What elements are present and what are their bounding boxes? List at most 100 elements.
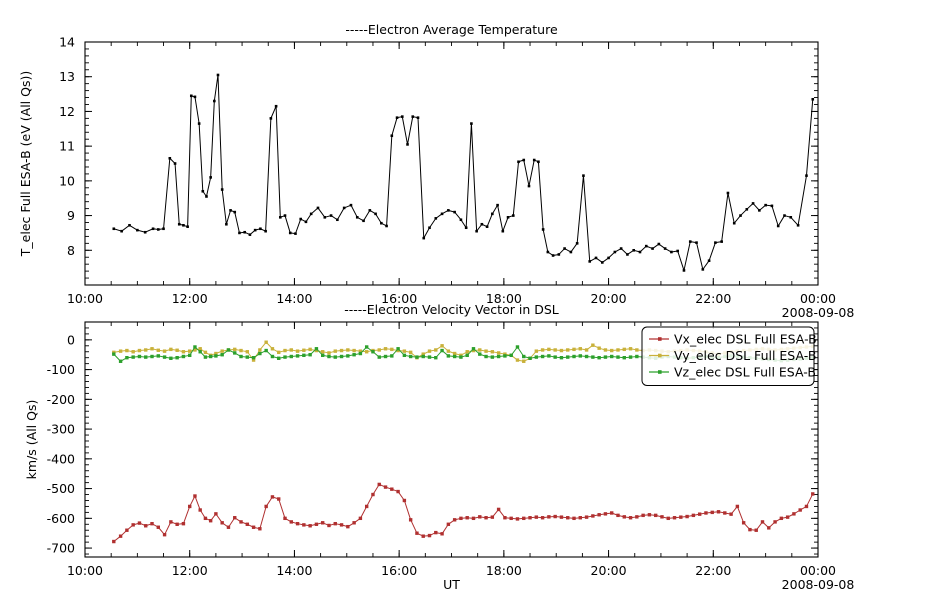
data-point-marker bbox=[277, 350, 281, 355]
data-point-marker bbox=[459, 516, 463, 521]
data-point-marker bbox=[789, 216, 793, 219]
data-point-marker bbox=[396, 489, 400, 494]
data-point-marker bbox=[118, 534, 123, 538]
data-point-marker bbox=[798, 508, 802, 512]
data-point-marker bbox=[635, 515, 639, 519]
data-point-marker bbox=[144, 524, 148, 528]
x-tick-label-velocity: 12:00 bbox=[172, 563, 208, 578]
data-point-marker bbox=[137, 348, 142, 353]
data-point-marker bbox=[364, 350, 369, 354]
data-point-marker bbox=[203, 350, 208, 355]
data-point-marker bbox=[465, 350, 469, 354]
data-point-marker bbox=[594, 256, 598, 260]
data-point-marker bbox=[729, 512, 733, 516]
data-point-marker bbox=[532, 158, 536, 162]
data-point-marker bbox=[557, 253, 561, 256]
y-tick-label-velocity: 0 bbox=[67, 332, 75, 347]
data-point-marker bbox=[572, 516, 576, 521]
data-point-marker bbox=[534, 515, 539, 519]
legend-item-0[interactable]: Vx_elec DSL Full ESA-B bbox=[649, 332, 817, 347]
data-point-marker bbox=[314, 522, 319, 526]
data-point-marker bbox=[321, 353, 325, 358]
legend-item-1[interactable]: Vy_elec DSL Full ESA-B bbox=[649, 348, 816, 363]
data-point-marker bbox=[440, 212, 444, 216]
data-point-marker bbox=[302, 353, 306, 358]
data-point-marker bbox=[682, 269, 686, 272]
y-tick-label-temperature: 9 bbox=[67, 208, 75, 223]
data-point-marker bbox=[591, 343, 595, 347]
data-point-marker bbox=[584, 348, 589, 352]
data-point-marker bbox=[251, 358, 256, 362]
data-point-marker bbox=[144, 348, 148, 352]
data-point-marker bbox=[446, 349, 451, 353]
data-point-marker bbox=[490, 355, 495, 359]
data-point-marker bbox=[358, 349, 363, 353]
data-point-marker bbox=[289, 520, 293, 524]
x-tick-label-velocity: 18:00 bbox=[486, 563, 522, 578]
y-tick-label-velocity: -200 bbox=[47, 392, 75, 407]
data-point-marker bbox=[428, 226, 431, 230]
x-tick-label-temperature: 10:00 bbox=[67, 291, 103, 306]
data-point-marker bbox=[447, 209, 450, 212]
data-point-marker bbox=[358, 351, 363, 356]
data-point-marker bbox=[679, 515, 683, 519]
data-point-marker bbox=[478, 348, 482, 352]
data-point-marker bbox=[277, 356, 281, 360]
data-point-marker bbox=[308, 347, 312, 352]
data-point-marker bbox=[226, 348, 231, 352]
data-point-marker bbox=[616, 513, 620, 518]
data-point-marker bbox=[270, 495, 275, 499]
data-point-marker bbox=[509, 353, 513, 358]
data-point-marker bbox=[653, 513, 658, 518]
data-point-marker bbox=[346, 524, 350, 529]
data-point-marker bbox=[496, 507, 501, 512]
data-point-marker bbox=[270, 354, 275, 359]
y-axis-title-temperature: T_elec Full ESA-B (eV (All Qs)) bbox=[18, 71, 33, 257]
data-point-marker bbox=[358, 516, 363, 521]
data-point-marker bbox=[635, 354, 639, 359]
data-point-marker bbox=[578, 516, 582, 520]
data-point-marker bbox=[739, 214, 742, 217]
data-point-marker bbox=[380, 221, 383, 225]
data-point-marker bbox=[515, 517, 520, 521]
data-point-marker bbox=[264, 340, 268, 344]
legend-label-2: Vz_elec DSL Full ESA-B bbox=[674, 365, 816, 380]
data-point-marker bbox=[434, 348, 438, 352]
data-point-marker bbox=[415, 355, 419, 359]
data-point-marker bbox=[547, 347, 551, 352]
data-point-marker bbox=[251, 355, 256, 360]
data-point-marker bbox=[177, 222, 181, 226]
data-point-marker bbox=[427, 349, 432, 353]
data-point-marker bbox=[566, 348, 570, 352]
data-point-marker bbox=[490, 350, 495, 354]
data-point-marker bbox=[475, 229, 478, 233]
data-point-marker bbox=[395, 116, 399, 119]
data-point-marker bbox=[136, 228, 139, 232]
data-point-marker bbox=[402, 349, 407, 353]
data-point-marker bbox=[188, 504, 192, 509]
data-point-marker bbox=[541, 228, 545, 231]
data-point-marker bbox=[182, 223, 185, 227]
data-point-marker bbox=[209, 176, 212, 179]
data-point-marker bbox=[452, 354, 457, 359]
data-point-marker bbox=[193, 345, 197, 349]
data-point-marker bbox=[657, 242, 661, 246]
data-point-marker bbox=[610, 354, 614, 359]
data-point-marker bbox=[691, 513, 696, 518]
data-point-marker bbox=[289, 354, 293, 359]
data-point-marker bbox=[248, 233, 252, 236]
data-point-marker bbox=[175, 355, 179, 360]
panel-temperature: 8 9 10 11 12 13 14 10:00 12:00 14:00 16:00 18:00 20:… bbox=[18, 22, 854, 320]
data-point-marker bbox=[465, 353, 469, 358]
data-point-marker bbox=[726, 191, 730, 195]
data-point-marker bbox=[480, 222, 484, 226]
data-point-marker bbox=[383, 347, 388, 351]
data-point-marker bbox=[764, 203, 767, 207]
data-point-marker bbox=[198, 350, 202, 354]
legend-item-2[interactable]: Vz_elec DSL Full ESA-B bbox=[649, 365, 816, 380]
data-point-marker bbox=[427, 533, 432, 538]
data-point-marker bbox=[537, 160, 540, 164]
data-point-marker bbox=[701, 268, 705, 271]
data-point-marker bbox=[478, 515, 482, 519]
data-point-marker bbox=[214, 351, 218, 356]
